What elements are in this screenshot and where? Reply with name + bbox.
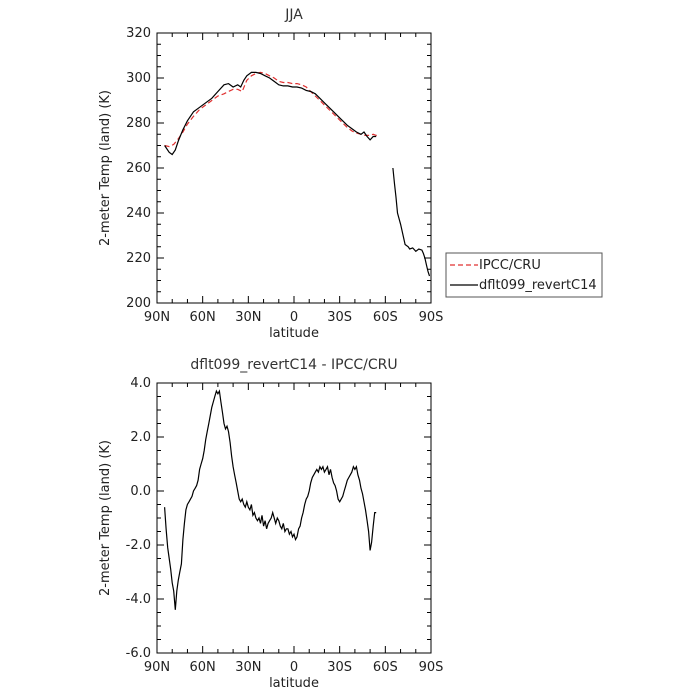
x-tick-label: 90S: [419, 310, 444, 325]
series-line-difference: [164, 389, 377, 610]
y-tick-label: 220: [126, 251, 151, 266]
x-axis-label: latitude: [269, 326, 319, 341]
y-tick-label: 200: [126, 296, 151, 311]
y-tick-label: 240: [126, 206, 151, 221]
y-axis-label: 2-meter Temp (land) (K): [98, 90, 113, 246]
chart-title: JJA: [284, 7, 303, 23]
plot-frame: [156, 382, 432, 654]
x-tick-label: 60N: [190, 310, 216, 325]
chart-title: dflt099_revertC14 - IPCC/CRU: [190, 357, 397, 373]
x-tick-label: 30N: [235, 660, 261, 675]
legend-label: IPCC/CRU: [479, 258, 541, 273]
x-tick-label: 60S: [373, 660, 398, 675]
x-tick-label: 0: [290, 310, 298, 325]
y-tick-label: -2.0: [126, 538, 151, 553]
y-tick-label: 320: [126, 26, 151, 41]
chart-panel-2: dflt099_revertC14 - IPCC/CRU 90N 60N 30N 0 30…: [98, 357, 443, 691]
legend: IPCC/CRU dflt099_revertC14: [445, 252, 603, 298]
y-tick-label: -4.0: [126, 592, 151, 607]
x-axis-label: latitude: [269, 676, 319, 691]
series-line-ipcc-cru: [164, 71, 380, 148]
y-tick-label: 260: [126, 161, 151, 176]
y-tick-label: 2.0: [130, 430, 151, 445]
x-tick-label: 90S: [419, 660, 444, 675]
x-tick-label: 90N: [144, 660, 170, 675]
series-line-dflt099-revertc14: [392, 167, 431, 277]
x-tick-label: 60S: [373, 310, 398, 325]
x-tick-label: 30S: [327, 660, 352, 675]
y-axis-label: 2-meter Temp (land) (K): [98, 440, 113, 596]
y-tick-label: 4.0: [130, 376, 151, 391]
x-tick-label: 60N: [190, 660, 216, 675]
legend-box: [445, 252, 603, 298]
y-tick-label: 0.0: [130, 484, 151, 499]
plot-frame: [156, 32, 432, 304]
x-tick-label: 90N: [144, 310, 170, 325]
y-tick-label: 280: [126, 116, 151, 131]
x-tick-label: 30N: [235, 310, 261, 325]
chart-panel-1: JJA 90N 60N 30N 0 30S 60S 90S 200 220 240 260 280 300…: [98, 7, 603, 341]
legend-label: dflt099_revertC14: [479, 278, 597, 293]
y-tick-label: -6.0: [126, 646, 151, 661]
x-tick-label: 0: [290, 660, 298, 675]
series-line-dflt099-revertc14: [164, 71, 377, 156]
x-tick-label: 30S: [327, 310, 352, 325]
y-tick-label: 300: [126, 71, 151, 86]
